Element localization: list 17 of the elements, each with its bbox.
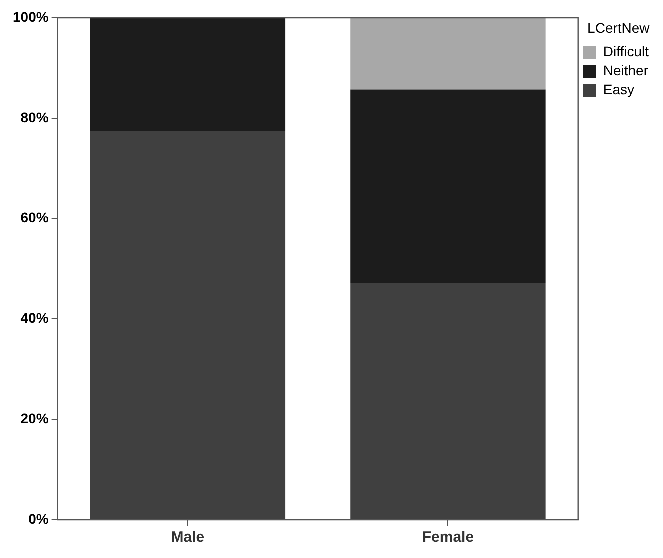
y-tick-label: 20% (20, 410, 50, 426)
legend-title: LCertNew (588, 20, 651, 36)
legend-label: Neither (603, 62, 649, 79)
bar (350, 18, 546, 90)
x-tick-label: Male (171, 529, 205, 546)
x-tick-label: Female (422, 529, 474, 546)
bar (90, 18, 286, 131)
bar (350, 90, 546, 284)
bar (90, 130, 286, 520)
legend-label: Difficult (603, 44, 650, 60)
legend-label: Easy (603, 82, 634, 98)
y-tick-label: 80% (20, 109, 50, 126)
y-tick-label: 100% (12, 8, 50, 25)
y-tick-label: 40% (20, 310, 50, 326)
bar (350, 283, 546, 520)
y-tick-label: 60% (20, 210, 50, 226)
y-tick-label: 0% (28, 510, 50, 527)
